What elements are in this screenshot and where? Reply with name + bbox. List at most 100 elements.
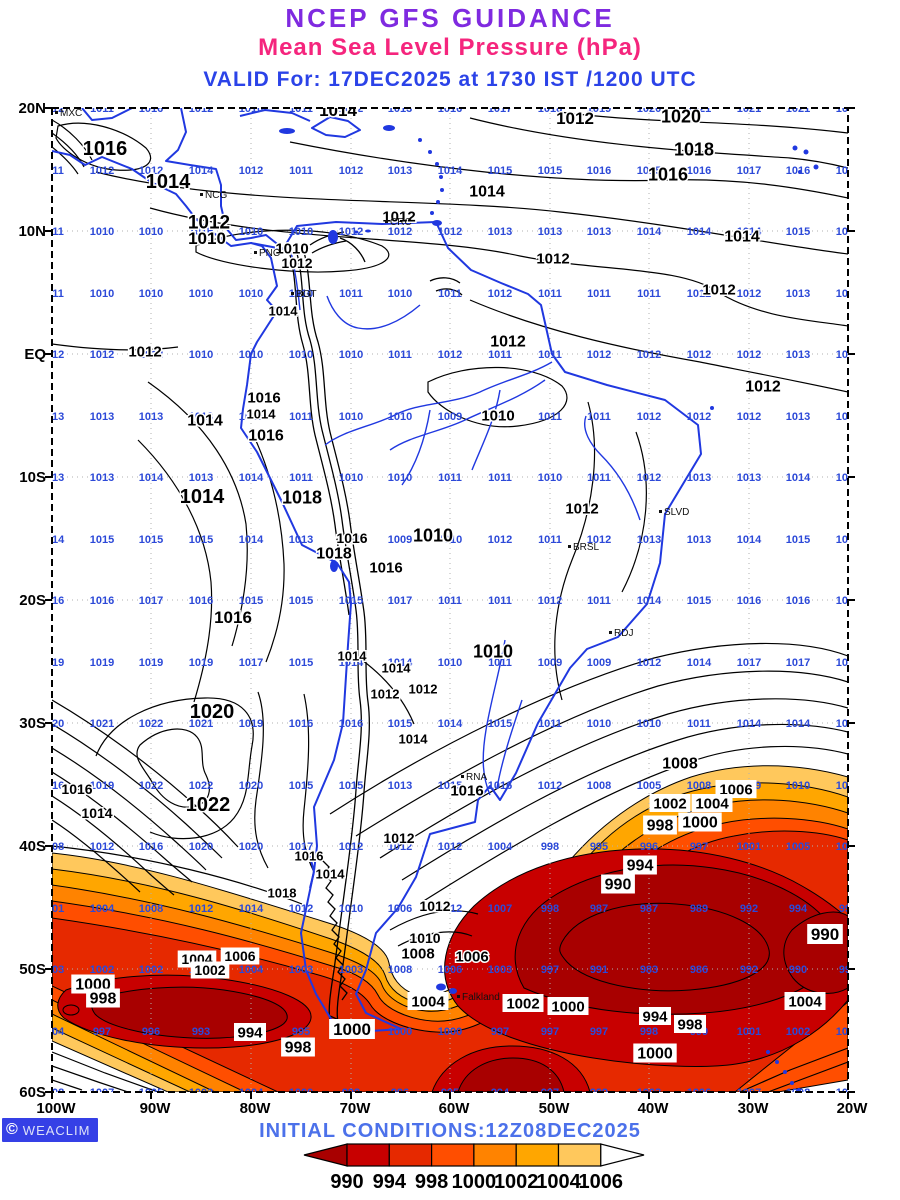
grid-value: 996 xyxy=(640,841,658,853)
grid-value: 1012 xyxy=(687,411,711,423)
grid-value: 1010 xyxy=(189,349,213,361)
contour-label: 998 xyxy=(647,818,674,835)
grid-value: 1010 xyxy=(139,288,163,300)
contour-label: 1012 xyxy=(128,343,161,360)
grid-value: 1016 xyxy=(836,165,860,177)
grid-value: 1019 xyxy=(189,657,213,669)
contour-label: 1002 xyxy=(506,995,539,1012)
grid-value: 1015 xyxy=(90,534,114,546)
grid-value: 1012 xyxy=(587,534,611,546)
island xyxy=(330,560,338,572)
grid-value: 1014 xyxy=(737,718,762,730)
grid-value: 1015 xyxy=(139,534,163,546)
page-title: NCEP GFS GUIDANCE xyxy=(285,3,615,33)
colorbar-label: 998 xyxy=(415,1171,448,1193)
grid-value: 1008 xyxy=(40,841,64,853)
grid-value: 1015 xyxy=(786,534,810,546)
grid-value: 992 xyxy=(740,964,758,976)
grid-value: 1014 xyxy=(239,903,264,915)
station-label: BRSL xyxy=(573,542,600,553)
contour-label: 1022 xyxy=(186,794,231,816)
grid-value: 1015 xyxy=(687,595,711,607)
grid-value: 1013 xyxy=(139,411,163,423)
island xyxy=(432,220,442,226)
grid-value: 998 xyxy=(541,841,559,853)
grid-value: 1015 xyxy=(786,226,810,238)
grid-value: 1012 xyxy=(339,165,363,177)
grid-value: 1003 xyxy=(339,964,363,976)
graticule xyxy=(52,108,848,1092)
grid-value: 1003 xyxy=(289,964,313,976)
grid-value: 1018 xyxy=(836,657,860,669)
grid-value: 1016 xyxy=(587,165,611,177)
x-axis-label: 60W xyxy=(439,1100,471,1117)
contour-label: 1016 xyxy=(648,164,688,184)
grid-value: 1014 xyxy=(637,595,662,607)
grid-value: 1017 xyxy=(289,841,313,853)
grid-value: 1015 xyxy=(388,718,412,730)
grid-value: 1008 xyxy=(139,903,163,915)
grid-value: 1002 xyxy=(189,1087,213,1099)
grid-value: 1014 xyxy=(687,226,712,238)
grid-value: 1003 xyxy=(637,1087,661,1099)
grid-value: 1004 xyxy=(488,841,513,853)
grid-value: 1013 xyxy=(687,472,711,484)
grid-value: 1017 xyxy=(488,103,512,115)
axes: 100W 90W 80W 70W 60W 50W 40W 30W 20W 20N 10N EQ 10S 2… xyxy=(18,100,868,1117)
grid-value: 1013 xyxy=(538,226,562,238)
grid-value: 1015 xyxy=(189,534,213,546)
grid-value: 1010 xyxy=(139,226,163,238)
island xyxy=(328,230,338,244)
grid-value: 1011 xyxy=(488,657,512,669)
colorbar-segment xyxy=(346,1143,390,1167)
contour-label: 1016 xyxy=(336,530,367,546)
grid-value: 1015 xyxy=(339,534,363,546)
contour-label: 1006 xyxy=(224,948,255,964)
grid-value: 1015 xyxy=(289,595,313,607)
grid-value: 1011 xyxy=(438,288,462,300)
grid-value: 1019 xyxy=(90,657,114,669)
x-axis-label: 20W xyxy=(837,1100,869,1117)
colorbar-label: 1006 xyxy=(579,1171,624,1193)
grid-value: 1015 xyxy=(289,657,313,669)
grid-value: 1010 xyxy=(637,718,661,730)
grid-value: 1021 xyxy=(687,103,711,115)
grid-value: 1010 xyxy=(538,472,562,484)
grid-value: 1011 xyxy=(538,534,562,546)
grid-value: 1016 xyxy=(737,595,761,607)
grid-value: 1014 xyxy=(339,657,364,669)
grid-value: 1011 xyxy=(488,595,512,607)
grid-value: 1012 xyxy=(637,411,661,423)
grid-value: 1012 xyxy=(90,841,114,853)
contour-label: 1008 xyxy=(401,945,434,962)
contour-label: 1012 xyxy=(281,255,312,271)
grid-value: 1011 xyxy=(637,288,661,300)
island xyxy=(766,1050,770,1054)
grid-value: 1013 xyxy=(587,226,611,238)
grid-value: 1010 xyxy=(339,411,363,423)
grid-value: 1013 xyxy=(90,472,114,484)
contour-label: 1012 xyxy=(383,830,414,846)
grid-value: 995 xyxy=(590,841,608,853)
grid-value: 1017 xyxy=(737,657,761,669)
island xyxy=(353,230,359,234)
grid-value: 1009 xyxy=(836,1087,860,1099)
station-label: SLVD xyxy=(664,507,689,518)
x-axis-label: 90W xyxy=(140,1100,172,1117)
grid-value: 1011 xyxy=(587,595,611,607)
contour-label: 1004 xyxy=(411,993,445,1010)
isobar-contours xyxy=(52,111,848,1092)
grid-value: 1007 xyxy=(737,1087,761,1099)
contour-label: 1010 xyxy=(275,240,308,257)
grid-value: 997 xyxy=(541,1026,559,1038)
grid-value: 1013 xyxy=(786,288,810,300)
grid-value: 1013 xyxy=(90,411,114,423)
grid-value: 1013 xyxy=(189,472,213,484)
grid-value: 1015 xyxy=(289,780,313,792)
contour-label: 1014 xyxy=(469,184,505,201)
contour-label: 1014 xyxy=(316,867,346,882)
island xyxy=(154,354,158,358)
grid-value: 1012 xyxy=(488,288,512,300)
grid-value: 1016 xyxy=(189,595,213,607)
grid-value: 1011 xyxy=(438,472,462,484)
